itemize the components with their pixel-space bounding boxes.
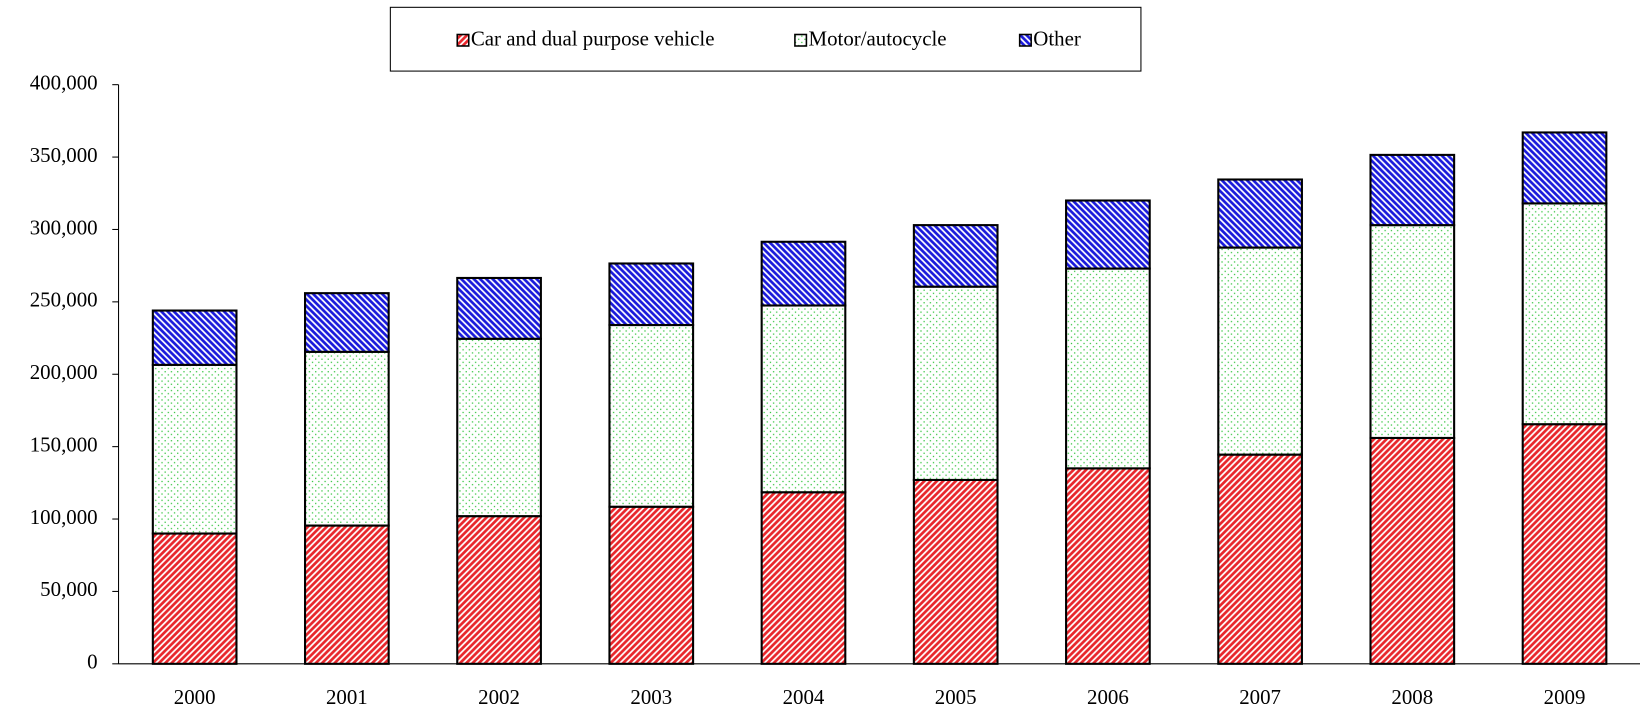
bar-segment [456, 515, 542, 665]
bar-segment [608, 505, 695, 665]
bar-segment [1217, 246, 1303, 456]
legend-swatch [794, 33, 808, 47]
bar-segment [303, 292, 390, 353]
bar-segment [1065, 199, 1151, 270]
legend-label: Car and dual purpose vehicle [471, 27, 715, 51]
x-tick-label: 2003 [630, 685, 672, 709]
bar-segment [1521, 202, 1608, 426]
x-tick-label: 2001 [326, 685, 368, 709]
bar-segment [456, 276, 542, 340]
x-tick-label: 2000 [174, 685, 216, 709]
y-tick-label: 300,000 [30, 215, 98, 239]
bar-segment [1369, 153, 1456, 227]
legend-swatch [456, 33, 470, 47]
bar-segment [1369, 224, 1456, 440]
bar-segment [303, 350, 390, 527]
bar-segment [1217, 453, 1303, 665]
bar-segment [760, 240, 847, 307]
bar-segment [1217, 178, 1303, 249]
y-tick-label: 400,000 [30, 70, 98, 94]
bar-segment [1369, 436, 1456, 665]
x-tick-label: 2005 [935, 685, 977, 709]
bar-segment [912, 478, 999, 665]
bar-segment [456, 337, 542, 518]
bar-segment [912, 224, 999, 288]
x-tick-label: 2004 [783, 685, 825, 709]
bar-segment [1521, 131, 1608, 205]
bar-segment [1065, 467, 1151, 665]
y-tick-label: 350,000 [30, 143, 98, 167]
y-tick-label: 0 [87, 650, 97, 674]
bar-segment [1065, 267, 1151, 470]
bar-segment [912, 285, 999, 481]
legend-label: Motor/autocycle [809, 27, 947, 51]
bar-segment [303, 524, 390, 665]
bar-segment [608, 262, 695, 327]
bar-segment [608, 323, 695, 508]
bar-segment [1521, 423, 1608, 665]
x-tick-label: 2006 [1087, 685, 1129, 709]
y-tick-label: 250,000 [30, 288, 98, 312]
legend-label: Other [1033, 27, 1081, 51]
bar-segment [760, 491, 847, 665]
x-tick-label: 2009 [1544, 685, 1586, 709]
x-tick-label: 2007 [1239, 685, 1281, 709]
x-tick-label: 2002 [478, 685, 520, 709]
bar-segment [151, 309, 238, 366]
y-tick-label: 150,000 [30, 432, 98, 456]
y-tick-label: 100,000 [30, 505, 98, 529]
x-tick-label: 2008 [1391, 685, 1433, 709]
y-tick-label: 50,000 [40, 577, 97, 601]
y-tick-label: 200,000 [30, 360, 98, 384]
legend-swatch [1018, 33, 1032, 47]
bar-segment [151, 532, 238, 665]
legend-box [389, 6, 1142, 72]
bar-segment [760, 304, 847, 494]
bar-segment [151, 363, 238, 535]
